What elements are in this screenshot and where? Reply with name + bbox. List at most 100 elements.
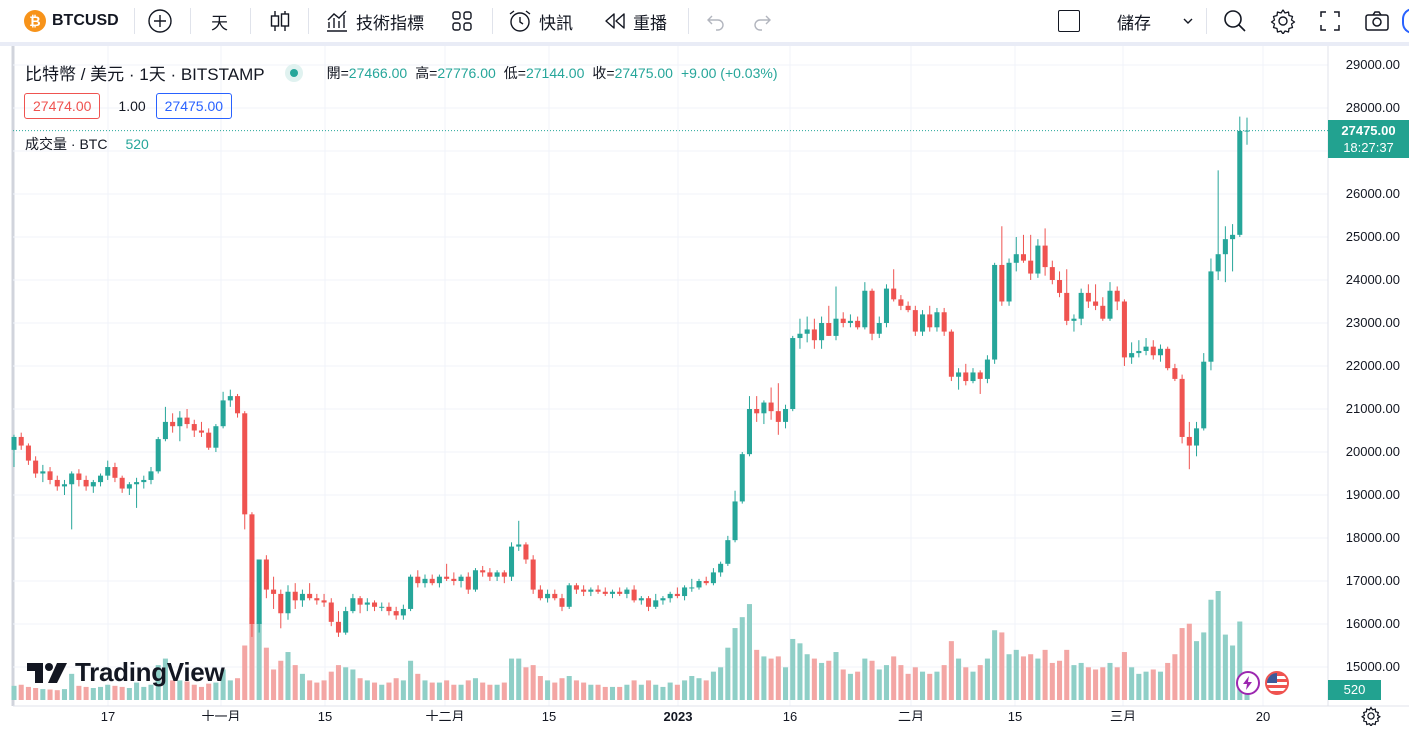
volume-bar: [1085, 667, 1091, 700]
market-open-icon: [289, 68, 298, 77]
candle-body: [509, 546, 515, 577]
symbol-title[interactable]: 比特幣 / 美元 · 1天 · BITSTAMP: [25, 65, 265, 84]
symbol-search-button[interactable]: ₿ BTCUSD: [24, 0, 119, 42]
search-button[interactable]: [1222, 0, 1248, 42]
candle-body: [1165, 348, 1171, 369]
volume-bar: [472, 678, 478, 700]
candle-body: [804, 329, 810, 334]
interval-button[interactable]: 天: [211, 0, 228, 42]
candle-body: [25, 445, 31, 461]
candle-body: [1121, 301, 1127, 358]
candle-body: [155, 439, 161, 472]
fullscreen-button[interactable]: [1318, 0, 1342, 42]
candle-body: [1107, 290, 1113, 319]
volume-value: 520: [125, 136, 149, 152]
volume-bar: [465, 680, 471, 700]
volume-bar: [105, 684, 111, 700]
save-button[interactable]: 儲存: [1117, 0, 1151, 42]
candle-body: [934, 312, 940, 328]
candle-body: [833, 318, 839, 336]
candle-body: [963, 372, 969, 382]
candle-body: [783, 409, 789, 422]
axis-settings-button[interactable]: [1361, 706, 1381, 731]
price-tick-label: 22000.00: [1346, 358, 1400, 373]
candle-body: [76, 473, 82, 480]
time-tick-label: 15: [318, 709, 332, 721]
candle-body: [408, 576, 414, 609]
candle-body: [999, 264, 1005, 302]
replay-button[interactable]: 重播: [603, 0, 667, 42]
volume-bar: [573, 680, 579, 700]
volume-bar: [33, 688, 39, 700]
candle-body: [271, 589, 277, 594]
candle-body: [1071, 318, 1077, 321]
volume-bar: [588, 684, 594, 700]
volume-bar: [1237, 621, 1243, 700]
candle-body: [40, 471, 46, 474]
ask-price-button[interactable]: 27475.00: [155, 93, 233, 119]
events-button[interactable]: [1236, 671, 1260, 695]
volume-bar: [977, 665, 983, 700]
volume-bar: [487, 684, 493, 700]
candle-body: [624, 589, 630, 594]
candle-body: [61, 484, 67, 487]
layouts-button[interactable]: [450, 0, 474, 42]
candle-body: [1194, 428, 1200, 446]
candlestick-chart[interactable]: 29000.0028000.0027000.0026000.0025000.00…: [0, 46, 1409, 724]
tradingview-watermark[interactable]: TradingView: [27, 657, 225, 688]
volume-bar: [155, 665, 161, 700]
candle-body: [725, 540, 731, 564]
candle-body: [314, 598, 320, 601]
layout-select-button[interactable]: [1058, 0, 1080, 42]
volume-bar: [674, 684, 680, 700]
compare-symbol-button[interactable]: [147, 0, 173, 42]
chart-area[interactable]: 29000.0028000.0027000.0026000.0025000.00…: [0, 46, 1409, 728]
candle-body: [18, 436, 24, 446]
screenshot-button[interactable]: [1364, 0, 1390, 42]
time-tick-label: 15: [1008, 709, 1022, 721]
fullscreen-icon: [1320, 11, 1340, 31]
time-tick-label: 十一月: [201, 709, 240, 721]
candle-body: [898, 299, 904, 306]
volume-bar: [646, 680, 652, 700]
candle-body: [710, 572, 716, 584]
candle-body: [1143, 346, 1149, 351]
candle-body: [696, 581, 702, 588]
volume-bar: [876, 669, 882, 700]
candle-body: [847, 320, 853, 323]
volume-bar: [335, 665, 341, 700]
spread-value: 1.00: [118, 98, 146, 114]
high-value: 27776.00: [437, 64, 496, 81]
time-tick-label: 三月: [1110, 709, 1136, 721]
toolbar-divider: [190, 8, 191, 34]
save-menu-dropdown[interactable]: [1181, 0, 1195, 42]
candle-body: [69, 473, 75, 485]
candle-body: [242, 413, 248, 515]
indicators-button[interactable]: 技術指標: [324, 0, 424, 42]
volume-bar: [1078, 662, 1084, 700]
candle-body: [1100, 305, 1106, 319]
volume-bar: [213, 682, 219, 700]
chart-type-button[interactable]: [268, 0, 292, 42]
volume-bar: [891, 656, 897, 700]
candle-body: [364, 602, 370, 605]
alert-button[interactable]: 快訊: [507, 0, 573, 42]
price-tick-label: 28000.00: [1346, 100, 1400, 115]
undo-button[interactable]: [703, 0, 727, 42]
grid-icon: [452, 11, 472, 31]
candle-body: [775, 411, 781, 422]
publish-button-edge[interactable]: [1402, 0, 1409, 42]
time-tick-label: 十二月: [425, 709, 464, 721]
redo-button[interactable]: [751, 0, 775, 42]
economic-events-button[interactable]: [1265, 671, 1289, 695]
price-tick-label: 15000.00: [1346, 659, 1400, 674]
volume-bar: [141, 686, 147, 700]
market-status-dot[interactable]: [284, 63, 303, 82]
volume-label[interactable]: 成交量 · BTC: [25, 136, 108, 152]
settings-button[interactable]: [1270, 0, 1296, 42]
bid-price-button[interactable]: 27474.00: [24, 93, 101, 119]
volume-bar: [379, 684, 385, 700]
undo-icon: [707, 15, 724, 31]
candle-body: [1093, 301, 1099, 306]
candle-body: [1085, 292, 1091, 302]
